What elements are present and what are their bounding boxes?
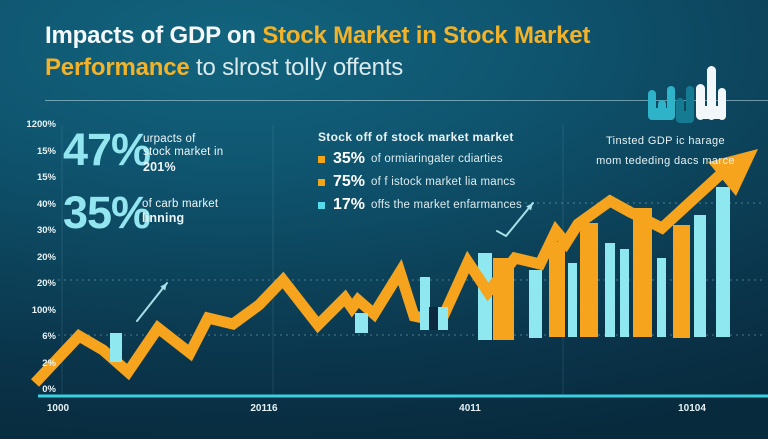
stat-desc-bold: 201% bbox=[143, 159, 176, 174]
legend-bullet-icon bbox=[318, 155, 325, 163]
legend-value: 35% bbox=[333, 150, 366, 167]
stat-desc-bold: linning bbox=[142, 211, 185, 226]
legend-heading: Stock off of stock market market bbox=[318, 130, 514, 144]
legend-text: of f istock market lia mancs bbox=[371, 176, 516, 188]
title-line-1: Impacts of GDP on Stock Market in Stock … bbox=[45, 20, 655, 52]
title-line-2: Performance to slrost tolly offents bbox=[45, 52, 655, 84]
bar-chart-logo-icon bbox=[648, 66, 726, 123]
title-part-white: Impacts of GDP on bbox=[45, 22, 263, 49]
stat-desc-line: stock market in bbox=[143, 146, 224, 159]
y-axis-label: 6% bbox=[42, 331, 56, 342]
y-axis-label: 15% bbox=[36, 145, 56, 157]
stat-desc-35: of carb market linning bbox=[142, 198, 218, 226]
stat-value-47: 47% bbox=[63, 124, 151, 175]
legend-item: 17% offs the market enfarmances bbox=[318, 197, 522, 213]
title-part-light: to slrost tolly offents bbox=[189, 53, 404, 81]
y-axis-label: 1200% bbox=[26, 119, 56, 130]
stat-desc-47: urpacts of stock market in 201% bbox=[143, 133, 223, 174]
x-axis-label: 4011 bbox=[459, 403, 481, 414]
y-axis-label: 20% bbox=[36, 251, 56, 263]
y-axis-label: 20% bbox=[36, 278, 56, 289]
x-axis-label: 10104 bbox=[678, 403, 706, 414]
header-divider bbox=[45, 100, 768, 101]
legend-item: 75% of f istock market lia mancs bbox=[318, 174, 522, 190]
legend-block: Stock off of stock market market 35% of … bbox=[318, 130, 522, 220]
right-note-line-2: mom tededing dacs marce bbox=[596, 155, 735, 168]
title-part-accent: Stock Market in Stock Market bbox=[262, 22, 591, 49]
page-title: Impacts of GDP on Stock Market in Stock … bbox=[45, 20, 655, 83]
legend-item: 35% of ormiaringater cdiarties bbox=[318, 151, 522, 167]
x-axis-label: 20116 bbox=[250, 403, 278, 414]
legend-text: of ormiaringater cdiarties bbox=[371, 153, 503, 165]
y-axis-label: 100% bbox=[31, 304, 56, 316]
stat-value-35: 35% bbox=[63, 187, 151, 238]
right-note-line-1: Tinsted GDP ic harage bbox=[605, 135, 726, 147]
legend-value: 17% bbox=[333, 196, 366, 213]
y-axis-label: 30% bbox=[36, 225, 56, 236]
y-axis-label: 40% bbox=[36, 198, 56, 210]
y-axis-label: 2% bbox=[42, 357, 56, 369]
right-note: Tinsted GDP ic harage mom tededing dacs … bbox=[553, 131, 768, 172]
legend-bullet-icon bbox=[318, 201, 325, 209]
stat-desc-line: urpacts of bbox=[143, 133, 196, 145]
legend-value: 75% bbox=[333, 173, 366, 190]
x-axis-label: 1000 bbox=[46, 403, 70, 414]
stat-desc-line: of carb market bbox=[142, 198, 219, 210]
legend-text: offs the market enfarmances bbox=[371, 199, 522, 211]
legend-bullet-icon bbox=[318, 178, 325, 186]
y-axis-label: 0% bbox=[42, 384, 56, 395]
y-axis-label: 15% bbox=[36, 172, 56, 183]
title-part-accent-2: Performance bbox=[45, 53, 190, 81]
